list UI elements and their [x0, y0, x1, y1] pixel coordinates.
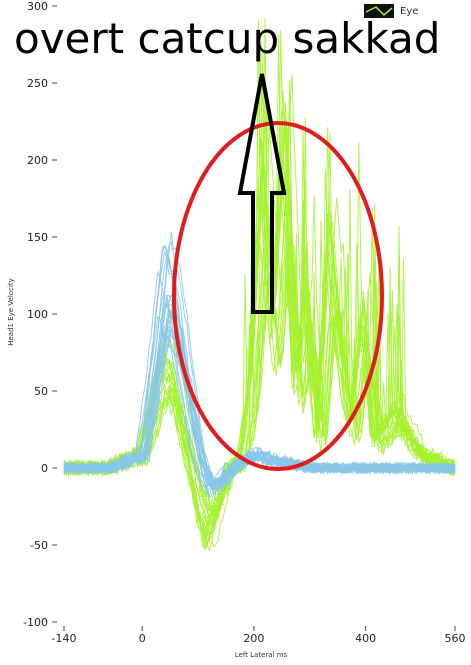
plot-lines: [63, 18, 456, 552]
y-tick-label: 0: [41, 462, 48, 475]
y-axis: -100 -50 0 50 100 150 200 250 300: [23, 0, 57, 629]
y-tick-label: 200: [27, 154, 48, 167]
legend-label-eye: Eye: [400, 6, 418, 17]
x-tick-label: 400: [355, 632, 376, 645]
series-line-head: [63, 309, 456, 486]
y-axis-label: Head1 Eye Velocity: [7, 278, 15, 346]
x-tick-label: -140: [52, 632, 77, 645]
y-tick-label: 100: [27, 308, 48, 321]
x-tick-label: 0: [139, 632, 146, 645]
series-line-head: [63, 335, 456, 486]
y-tick-label: 150: [27, 231, 48, 244]
y-tick-label: -50: [30, 539, 48, 552]
x-axis: -140 0 200 400 560: [52, 626, 466, 645]
legend-line-eye: [365, 6, 393, 17]
series-line-eye: [63, 113, 456, 548]
arrow-icon: [237, 73, 287, 314]
series-line-head: [63, 244, 456, 496]
x-tick-label: 200: [243, 632, 264, 645]
y-tick-label: 300: [27, 0, 48, 13]
y-tick-label: 250: [27, 77, 48, 90]
x-axis-label: Left Lateral ms: [235, 651, 288, 659]
y-tick-label: 50: [34, 385, 48, 398]
annotation-text: overt catcup sakkad: [14, 14, 440, 63]
x-tick-label: 560: [445, 632, 466, 645]
highlight-ellipse: [172, 121, 384, 471]
legend: Eye: [364, 4, 418, 18]
y-tick-label: -100: [23, 616, 48, 629]
